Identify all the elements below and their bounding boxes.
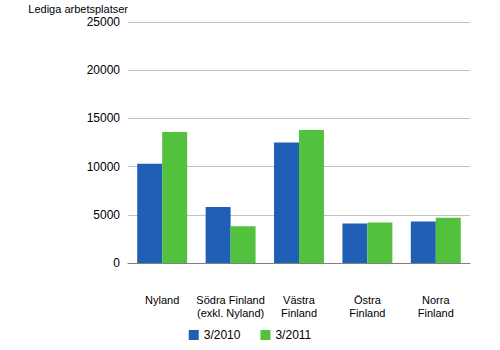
svg-text:0: 0 — [113, 256, 120, 270]
svg-text:Finland: Finland — [281, 307, 317, 319]
svg-text:15000: 15000 — [87, 111, 121, 125]
svg-text:Finland: Finland — [349, 307, 385, 319]
svg-text:10000: 10000 — [87, 160, 121, 174]
svg-text:5000: 5000 — [93, 208, 120, 222]
svg-text:(exkl. Nyland): (exkl. Nyland) — [197, 307, 264, 319]
svg-text:3/2010: 3/2010 — [204, 328, 241, 342]
svg-text:3/2011: 3/2011 — [275, 328, 311, 342]
svg-text:Västra: Västra — [283, 294, 316, 306]
svg-text:25000: 25000 — [87, 15, 121, 29]
svg-text:20000: 20000 — [87, 63, 121, 77]
svg-text:Finland: Finland — [418, 307, 454, 319]
svg-text:Lediga arbetsplatser: Lediga arbetsplatser — [28, 3, 128, 15]
svg-text:Norra: Norra — [422, 294, 450, 306]
svg-text:Östra: Östra — [354, 294, 382, 306]
svg-text:Nyland: Nyland — [145, 294, 179, 306]
svg-text:Södra Finland: Södra Finland — [196, 294, 265, 306]
